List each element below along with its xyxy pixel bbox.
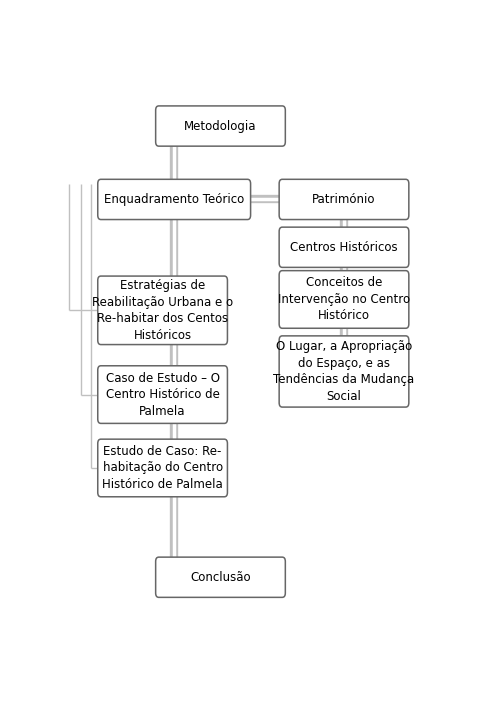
Text: Estratégias de
Reabilitação Urbana e o
Re-habitar dos Centos
Históricos: Estratégias de Reabilitação Urbana e o R… bbox=[92, 279, 233, 342]
Text: Conclusão: Conclusão bbox=[190, 570, 251, 584]
Text: Caso de Estudo – O
Centro Histórico de
Palmela: Caso de Estudo – O Centro Histórico de P… bbox=[106, 371, 220, 417]
Text: Metodologia: Metodologia bbox=[184, 119, 257, 133]
FancyBboxPatch shape bbox=[156, 106, 285, 146]
Text: Conceitos de
Intervenção no Centro
Histórico: Conceitos de Intervenção no Centro Histó… bbox=[278, 277, 410, 323]
FancyBboxPatch shape bbox=[98, 179, 250, 220]
FancyBboxPatch shape bbox=[98, 366, 228, 424]
Text: Património: Património bbox=[312, 193, 376, 206]
Text: O Lugar, a Apropriação
do Espaço, e as
Tendências da Mudança
Social: O Lugar, a Apropriação do Espaço, e as T… bbox=[273, 340, 414, 402]
FancyBboxPatch shape bbox=[279, 179, 409, 220]
FancyBboxPatch shape bbox=[279, 227, 409, 268]
FancyBboxPatch shape bbox=[98, 276, 228, 345]
FancyBboxPatch shape bbox=[279, 336, 409, 407]
Text: Centros Históricos: Centros Históricos bbox=[290, 241, 398, 253]
FancyBboxPatch shape bbox=[98, 439, 228, 497]
FancyBboxPatch shape bbox=[279, 270, 409, 328]
Text: Enquadramento Teórico: Enquadramento Teórico bbox=[104, 193, 245, 206]
FancyBboxPatch shape bbox=[156, 557, 285, 597]
Text: Estudo de Caso: Re-
habitação do Centro
Histórico de Palmela: Estudo de Caso: Re- habitação do Centro … bbox=[102, 445, 223, 491]
